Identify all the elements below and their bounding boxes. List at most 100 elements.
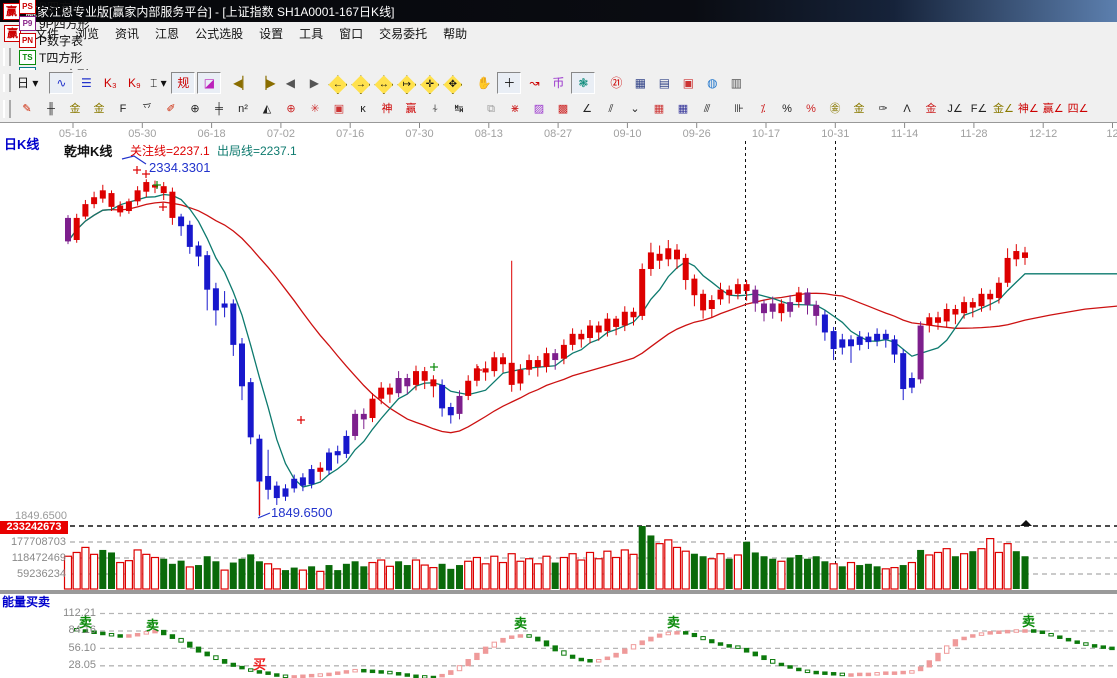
menu-item-8[interactable]: 交易委托: [379, 26, 428, 41]
ink-pen-button[interactable]: ✑: [878, 103, 888, 116]
price-scale-button[interactable]: ⊪: [734, 103, 744, 116]
smart-tool-button[interactable]: ❃: [571, 72, 596, 95]
star-burst-button[interactable]: ✳: [310, 103, 320, 116]
menu-item-5[interactable]: 设置: [259, 26, 284, 41]
pen-red-2-button[interactable]: ✐: [166, 103, 176, 116]
crosshair-button[interactable]: ＋: [497, 71, 522, 94]
menu-item-1[interactable]: 浏览: [75, 26, 100, 41]
calculator-button[interactable]: ▦: [634, 76, 647, 91]
t-square-button[interactable]: TS T四方形: [19, 49, 90, 66]
p-square-button[interactable]: PS P四方形: [19, 0, 90, 15]
five-scale-button[interactable]: 乊: [141, 103, 153, 116]
angle-pen-button[interactable]: ∠: [582, 103, 592, 116]
k9-chart-button[interactable]: K₉: [127, 76, 141, 91]
energy-chart-button[interactable]: ◪: [197, 72, 222, 95]
grid-target-button[interactable]: ▣: [333, 103, 345, 116]
candle-type-button[interactable]: ⌶ ▾: [150, 76, 167, 91]
date-tick-label: 09-10: [613, 128, 641, 140]
zen-wave-button[interactable]: ∿: [49, 72, 74, 95]
four-angle-button[interactable]: 四∠: [1067, 103, 1089, 116]
first-page-button[interactable]: ◀▏: [233, 76, 252, 91]
box-select-button[interactable]: ⧉: [487, 103, 495, 116]
trend-lines-button[interactable]: ⫻: [703, 103, 711, 116]
j-angle-button[interactable]: J∠: [947, 103, 963, 116]
f-angle-button[interactable]: F∠: [970, 103, 988, 116]
v-wave-button[interactable]: ⌄: [630, 103, 640, 116]
menu-item-9[interactable]: 帮助: [443, 26, 468, 41]
fan-box-button[interactable]: ▨: [533, 103, 545, 116]
toolbar-secondary: 日 ▾ ∿ ☰ K₃ K₉ ⌶ ▾ 规 ◪ ◀▏ ▕▶ ◀ ▶ ← → ↔ ↦ ✛ ✥ ✋ ＋ ↝ 币 ❃ ㉑ ▦ ▤ ▣ ◍ ▥: [0, 70, 1117, 97]
period-day-button[interactable]: 日 ▾: [17, 76, 39, 91]
ruler-123-button[interactable]: ⍭: [431, 103, 439, 116]
angle-measure-button[interactable]: ↝: [529, 76, 540, 91]
p9-square-button[interactable]: P9 9P四方形: [19, 15, 90, 32]
grid-blue-button[interactable]: ▦: [677, 103, 689, 116]
percent-line-button[interactable]: %: [806, 103, 816, 116]
web-link-button[interactable]: ◍: [707, 76, 718, 91]
shen-angle-button[interactable]: 神∠: [1017, 103, 1039, 116]
n2-ruler-button[interactable]: n²: [238, 103, 248, 116]
fib-scale-button[interactable]: F: [119, 103, 127, 116]
remote-pc-button[interactable]: ▥: [730, 76, 743, 91]
last-page-button[interactable]: ▕▶: [257, 76, 276, 91]
menu-item-6[interactable]: 工具: [299, 26, 324, 41]
oscillator-axis-label-1: 112.21: [63, 607, 96, 619]
percent-button[interactable]: %: [782, 103, 792, 116]
date-tick-label: 12-12: [1029, 128, 1057, 140]
target-red-button[interactable]: ⊕: [286, 103, 296, 116]
gradient-box-button[interactable]: ▩: [557, 103, 569, 116]
tick-ruler-button[interactable]: ╪: [215, 103, 223, 116]
zoom-horizontal-button[interactable]: ↔: [374, 75, 394, 95]
percent-fib-button[interactable]: ⁒: [760, 103, 766, 116]
toolbar-primary: ▦行情▚板块⫼K线PSP四方形P99P四方形PNP数字表TST四方形T99T四方…: [0, 0, 1117, 167]
menu-item-0[interactable]: 文件: [35, 26, 60, 41]
gold-circle-button[interactable]: ㊎: [829, 103, 841, 116]
expand-all-button[interactable]: ✥: [443, 75, 463, 95]
span-arrows-button[interactable]: ↹: [454, 103, 464, 116]
zoom-all-button[interactable]: ✛: [420, 75, 440, 95]
gold-lines-button[interactable]: 金: [853, 103, 865, 116]
low-price-annotation: 1849.6500: [271, 505, 333, 520]
gold-red-button[interactable]: 金: [925, 103, 937, 116]
low-axis-label: 1849.6500: [15, 510, 67, 522]
pen-red-button[interactable]: ✎: [22, 103, 32, 116]
p-number-button[interactable]: PN P数字表: [19, 32, 90, 49]
cycle-circle-button[interactable]: ⊕: [190, 103, 200, 116]
menu-item-3[interactable]: 江恩: [155, 26, 180, 41]
grid-red-button[interactable]: ▦: [653, 103, 665, 116]
buy-signal-label: 买: [253, 657, 267, 672]
gann-rule-button[interactable]: 规: [171, 71, 196, 94]
save-button[interactable]: ▣: [682, 76, 695, 91]
shen-tool-button[interactable]: 神: [381, 103, 393, 116]
menu-bar: 赢 文件 浏览 资讯 江恩 公式选股 设置 工具 窗口 交易委托 帮助: [0, 22, 1117, 45]
festival-tool-button[interactable]: 币: [552, 76, 565, 91]
a-wave-button[interactable]: Ʌ: [903, 103, 911, 116]
k3-chart-button[interactable]: K₃: [103, 76, 117, 91]
prev-bar-button[interactable]: ◀: [285, 76, 295, 91]
calendar-button[interactable]: ㉑: [610, 76, 623, 91]
info-doc-button[interactable]: ☰: [80, 76, 92, 91]
gold-scale-2-button[interactable]: 金: [93, 103, 105, 116]
compress-horizontal-button[interactable]: ↦: [397, 75, 417, 95]
oscillator-axis-label-3: 56.10: [68, 642, 96, 654]
gann-ticks-button[interactable]: ╫: [47, 103, 55, 116]
gold-scale-1-button[interactable]: 金: [69, 103, 81, 116]
angle-lines-button[interactable]: ⫽: [608, 103, 614, 116]
next-bar-button[interactable]: ▶: [309, 76, 319, 91]
notes-button[interactable]: ▤: [658, 76, 671, 91]
ray-fan-button[interactable]: ⋇: [510, 103, 520, 116]
compass-button[interactable]: ◭: [262, 103, 272, 116]
ma-fast-line: [67, 193, 1117, 488]
k-quote-button[interactable]: ĸ: [360, 103, 366, 116]
chart-canvas[interactable]: 05-16 05-30 06-18 07-02 07-16 07-30 08-13 08-27…: [0, 123, 1117, 678]
menu-item-4[interactable]: 公式选股: [195, 26, 244, 41]
pan-hand-button[interactable]: ✋: [476, 76, 492, 91]
win-tool-button[interactable]: 赢: [405, 103, 417, 116]
gold-angle-button[interactable]: 金∠: [993, 103, 1014, 116]
menu-item-2[interactable]: 资讯: [115, 26, 140, 41]
menu-item-7[interactable]: 窗口: [339, 26, 364, 41]
shift-right-button[interactable]: →: [351, 75, 371, 95]
candlestick-series: [65, 179, 1028, 517]
shift-left-button[interactable]: ←: [328, 75, 348, 95]
win-angle-button[interactable]: 赢∠: [1042, 103, 1064, 116]
